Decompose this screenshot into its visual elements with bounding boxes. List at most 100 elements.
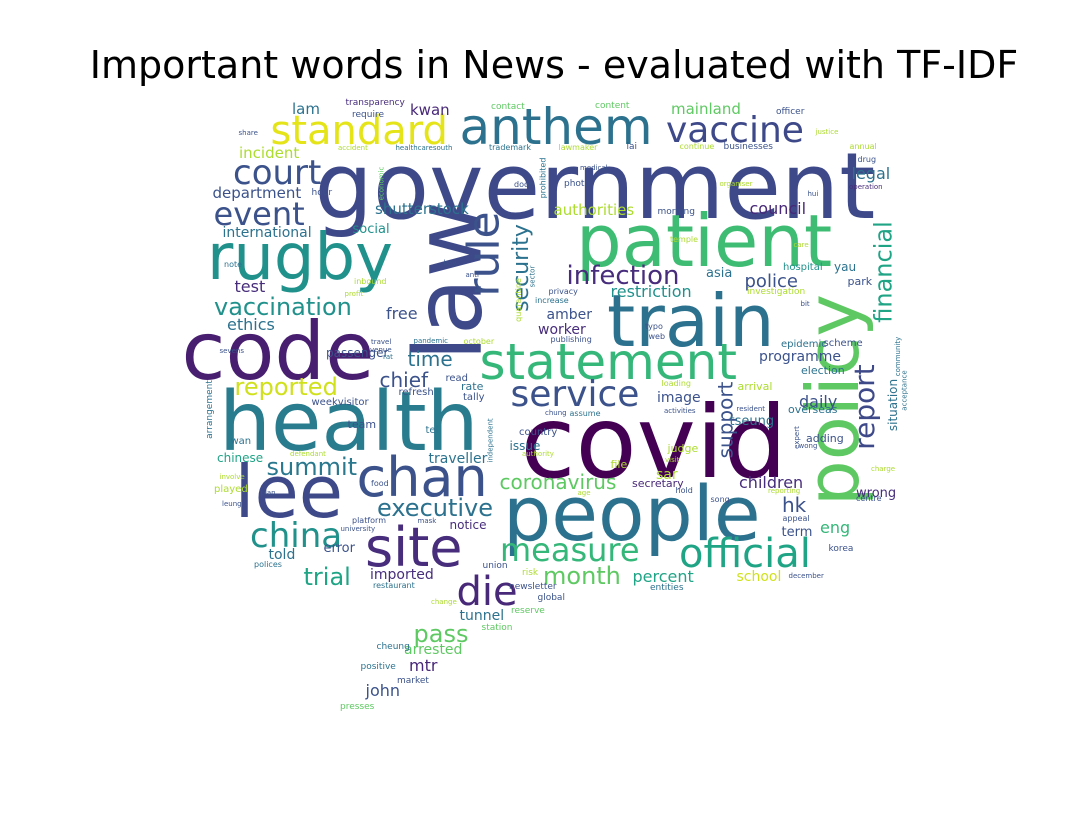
- word-site: site: [365, 516, 463, 579]
- word-tunnel: tunnel: [459, 608, 505, 624]
- word-statement: statement: [479, 333, 737, 391]
- word-social: social: [352, 221, 390, 237]
- word-government: government: [314, 133, 876, 240]
- word-rule: rule: [458, 211, 510, 297]
- word-reserve: reserve: [511, 605, 545, 616]
- word-told: told: [268, 547, 296, 563]
- word-hospital: hospital: [783, 262, 823, 273]
- word-measure: measure: [500, 531, 640, 569]
- word-term: term: [781, 524, 813, 540]
- word-contact: contact: [491, 101, 525, 112]
- word-overseas: overseas: [788, 402, 838, 416]
- word-council: council: [749, 199, 807, 218]
- word-adding: adding: [806, 431, 844, 445]
- word-notice: notice: [449, 518, 487, 532]
- word-mainland: mainland: [671, 99, 741, 118]
- word-error: error: [323, 540, 355, 556]
- word-rate: rate: [461, 379, 484, 393]
- word-standard: standard: [270, 108, 448, 154]
- word-die: die: [456, 569, 518, 615]
- word-university: university: [340, 524, 376, 533]
- word-wan: wan: [230, 436, 252, 447]
- word-test: test: [234, 277, 266, 296]
- word-rugby: rugby: [207, 221, 393, 295]
- word-john: john: [365, 681, 401, 700]
- word-epidemic: epidemic: [781, 339, 827, 350]
- word-trial: trial: [303, 563, 351, 591]
- word-legal: legal: [851, 164, 891, 183]
- word-healthcaresouth: healthcaresouth: [395, 143, 453, 152]
- word-judge: judge: [667, 441, 699, 455]
- word-annual: annual: [849, 142, 877, 151]
- word-department: department: [212, 183, 302, 202]
- word-anti: anti: [465, 270, 479, 279]
- word-china: china: [250, 516, 343, 556]
- word-international: international: [222, 225, 312, 241]
- word-covid: covid: [520, 384, 788, 501]
- word-mtr: mtr: [409, 656, 438, 675]
- word-weekvisitor: weekvisitor: [311, 397, 369, 408]
- word-event: event: [213, 195, 305, 233]
- word-traveller: traveller: [428, 451, 488, 467]
- word-risk: risk: [522, 567, 539, 578]
- word-october: october: [463, 337, 495, 346]
- word-station: station: [481, 622, 513, 633]
- word-yau: yau: [834, 260, 857, 274]
- word-anthem: anthem: [459, 98, 653, 156]
- word-code: code: [181, 305, 375, 398]
- word-involve: involve: [219, 472, 245, 481]
- word-imported: imported: [370, 567, 434, 583]
- word-arrival: arrival: [737, 379, 773, 393]
- word-increase: increase: [535, 296, 569, 305]
- word-summit: summit: [266, 453, 358, 481]
- word-entities: entities: [650, 582, 684, 593]
- word-transparency: transparency: [345, 97, 405, 108]
- word-food: food: [371, 479, 389, 488]
- word-people: people: [503, 469, 761, 558]
- word-arrangement: arrangement: [204, 379, 215, 439]
- word-photo: photo: [564, 178, 590, 189]
- word-profit: profit: [344, 289, 364, 298]
- word-authority: authority: [522, 449, 554, 458]
- word-union: union: [482, 560, 508, 571]
- word-quarantine: quarantine: [513, 278, 523, 322]
- word-restaurant: restaurant: [373, 581, 415, 590]
- word-mask: mask: [417, 516, 437, 525]
- word-centre: centre: [856, 494, 882, 503]
- word-organiser: organiser: [719, 179, 753, 188]
- word-assume: assume: [569, 409, 601, 418]
- word-presses: presses: [340, 701, 375, 712]
- word-defendant: defendant: [290, 449, 326, 458]
- word-korea: korea: [828, 543, 854, 554]
- word-medical: medical: [580, 163, 608, 172]
- word-hour: hour: [311, 187, 333, 198]
- word-coronavirus: coronavirus: [499, 470, 617, 494]
- word-lam: lam: [292, 99, 320, 118]
- word-appeal: appeal: [782, 514, 810, 523]
- word-prohibited: prohibited: [537, 157, 547, 199]
- word-platform: platform: [352, 516, 386, 525]
- word-park: park: [847, 274, 873, 288]
- word-file: file: [610, 457, 628, 471]
- word-inbound: inbound: [354, 277, 387, 286]
- word-issue: issue: [509, 439, 541, 453]
- word-restriction: restriction: [610, 282, 692, 301]
- word-resident: resident: [736, 404, 766, 413]
- word-leung: leung: [222, 499, 242, 508]
- word-web: web: [648, 332, 666, 341]
- word-publishing: publishing: [550, 335, 592, 344]
- word-reported: reported: [234, 373, 338, 401]
- word-age: age: [577, 488, 591, 497]
- word-charge: charge: [871, 464, 896, 473]
- word-hk: hk: [782, 493, 807, 517]
- word-police: police: [744, 271, 798, 292]
- word-venue: venue: [370, 345, 392, 354]
- word-refresh: refresh: [398, 387, 434, 398]
- word-newsletter: newsletter: [509, 581, 557, 592]
- word-loading: loading: [661, 379, 691, 388]
- word-hui: hui: [807, 189, 819, 198]
- word-privacy: privacy: [548, 287, 578, 296]
- word-chinese: chinese: [217, 451, 264, 465]
- word-sevens: sevens: [219, 346, 245, 355]
- word-activities: activities: [664, 406, 696, 415]
